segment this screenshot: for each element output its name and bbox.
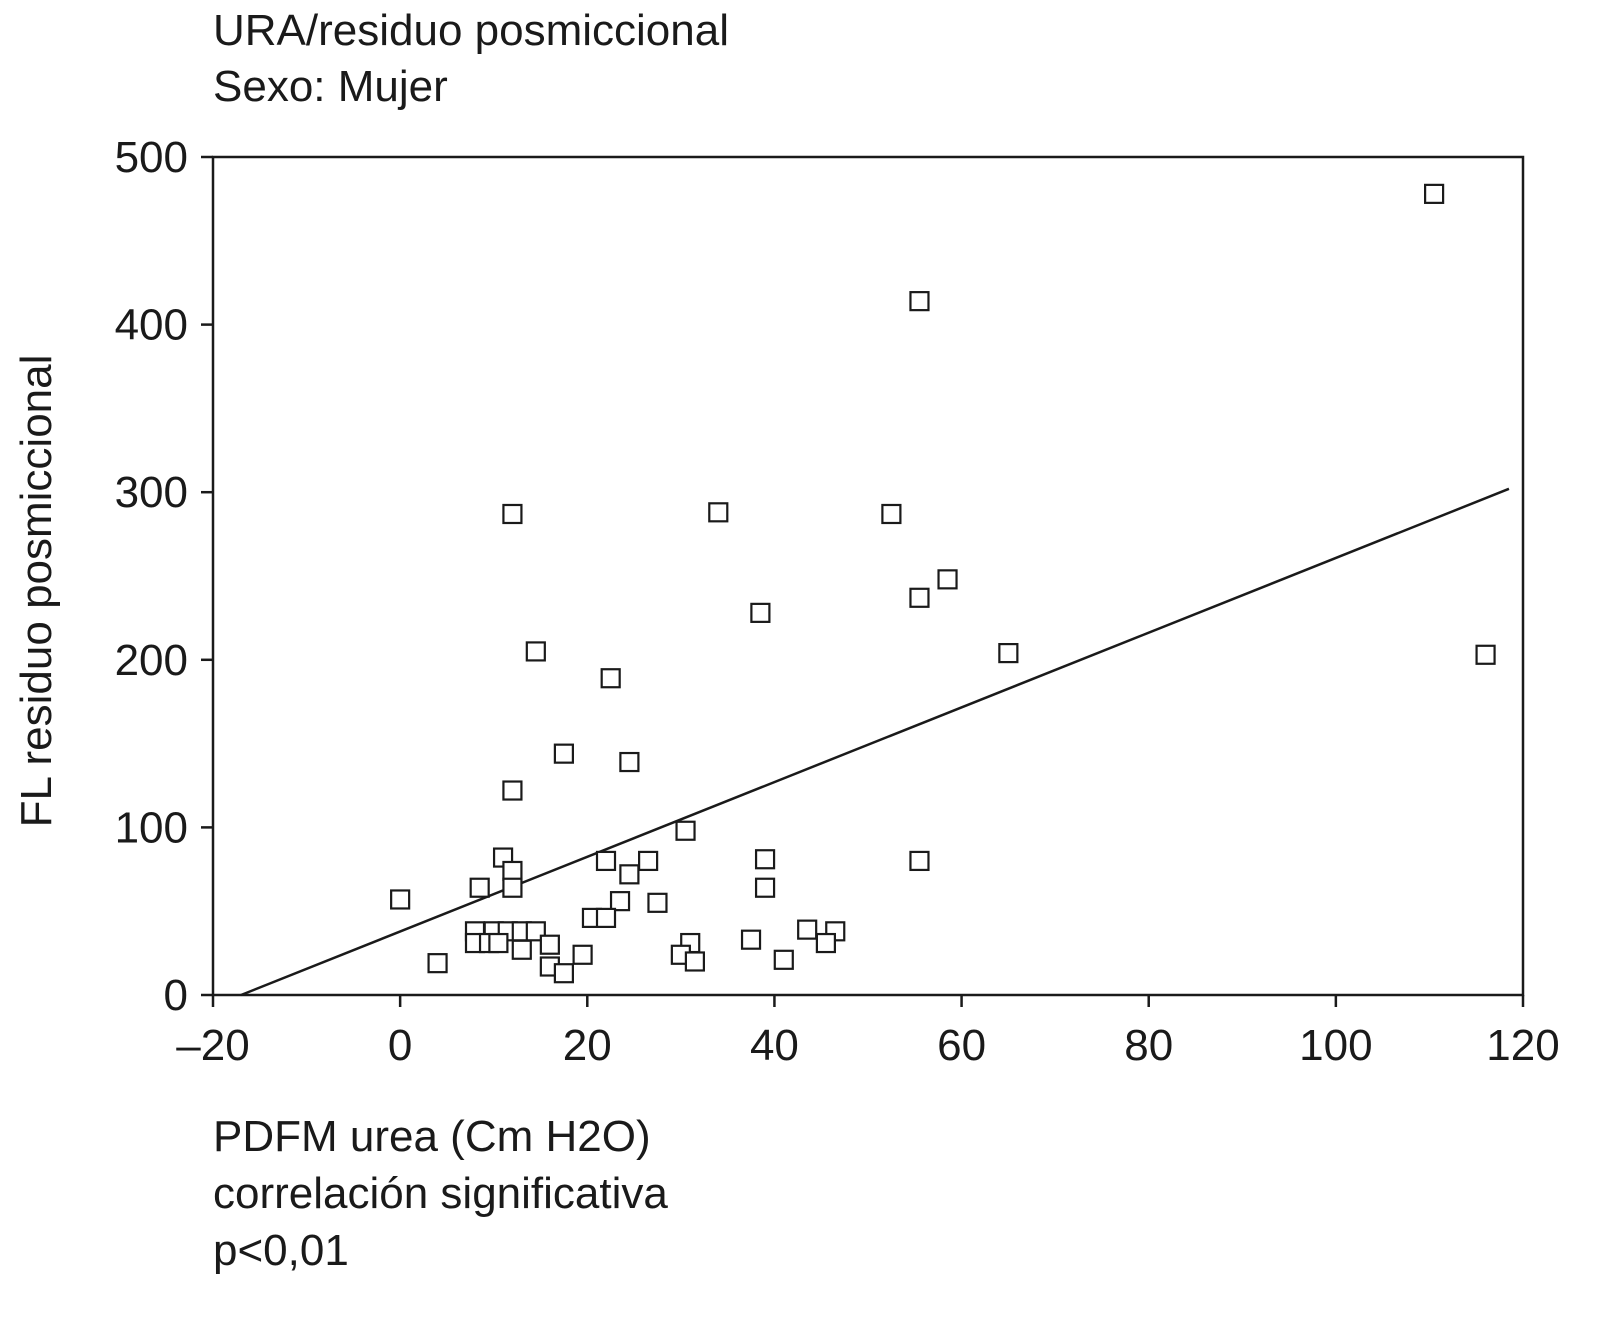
- data-point: [502, 503, 523, 525]
- data-point: [909, 291, 930, 312]
- data-point: [708, 502, 729, 523]
- data-point: [427, 953, 448, 974]
- y-tick-label: 400: [115, 301, 188, 350]
- data-point: [684, 951, 705, 972]
- x-axis-label: PDFM urea (Cm H2O): [213, 1112, 651, 1161]
- y-tick-label: 100: [115, 803, 188, 852]
- data-point: [1424, 183, 1445, 204]
- data-point: [502, 780, 523, 801]
- data-point: [595, 907, 617, 929]
- data-point: [754, 877, 776, 898]
- data-point: [600, 668, 621, 689]
- data-point: [797, 919, 818, 940]
- data-point: [595, 850, 617, 872]
- data-point: [675, 820, 696, 841]
- x-tick-label: 20: [563, 1021, 612, 1070]
- data-point: [881, 503, 902, 525]
- data-point: [909, 587, 930, 608]
- data-point: [609, 891, 631, 912]
- data-point: [937, 569, 958, 590]
- y-tick-label: 0: [164, 971, 188, 1020]
- y-tick-label: 500: [115, 133, 188, 182]
- data-point: [469, 877, 490, 898]
- data-point: [773, 949, 794, 970]
- chart-subtitle: Sexo: Mujer: [213, 62, 448, 111]
- data-point: [619, 864, 640, 885]
- data-point: [754, 849, 776, 870]
- x-tick-label: 0: [388, 1021, 412, 1070]
- data-point: [511, 939, 532, 960]
- data-point: [740, 929, 762, 950]
- x-tick-label: –20: [176, 1021, 249, 1070]
- annotation-pvalue: p<0,01: [213, 1226, 349, 1275]
- data-point: [553, 963, 574, 984]
- data-point: [638, 850, 659, 872]
- plot-frame: [211, 155, 1525, 997]
- data-point: [750, 602, 771, 623]
- regression-line: [240, 487, 1510, 997]
- annotation-correlation: correlación significativa: [213, 1169, 668, 1218]
- data-point: [619, 751, 640, 773]
- x-tick-label: 80: [1124, 1021, 1173, 1070]
- data-point: [525, 641, 546, 662]
- data-point: [647, 892, 668, 913]
- chart-title: URA/residuo posmiccional: [213, 6, 729, 55]
- y-tick-label: 200: [115, 636, 188, 685]
- x-tick-label: 40: [750, 1021, 799, 1070]
- data-point: [998, 642, 1019, 664]
- data-point: [815, 932, 836, 954]
- data-point: [390, 889, 411, 910]
- y-axis-label: FL residuo posmiccional: [12, 355, 61, 828]
- y-tick-label: 300: [115, 468, 188, 517]
- x-tick-label: 120: [1486, 1021, 1559, 1070]
- chart-marks: [240, 183, 1510, 997]
- data-point: [553, 743, 574, 764]
- x-tick-label: 60: [937, 1021, 986, 1070]
- data-point: [539, 934, 560, 955]
- data-point: [502, 860, 523, 882]
- x-tick-label: 100: [1299, 1021, 1372, 1070]
- data-point: [1475, 644, 1496, 665]
- data-point: [502, 877, 523, 898]
- data-point: [488, 932, 509, 954]
- data-point: [572, 944, 593, 965]
- data-point: [909, 850, 930, 872]
